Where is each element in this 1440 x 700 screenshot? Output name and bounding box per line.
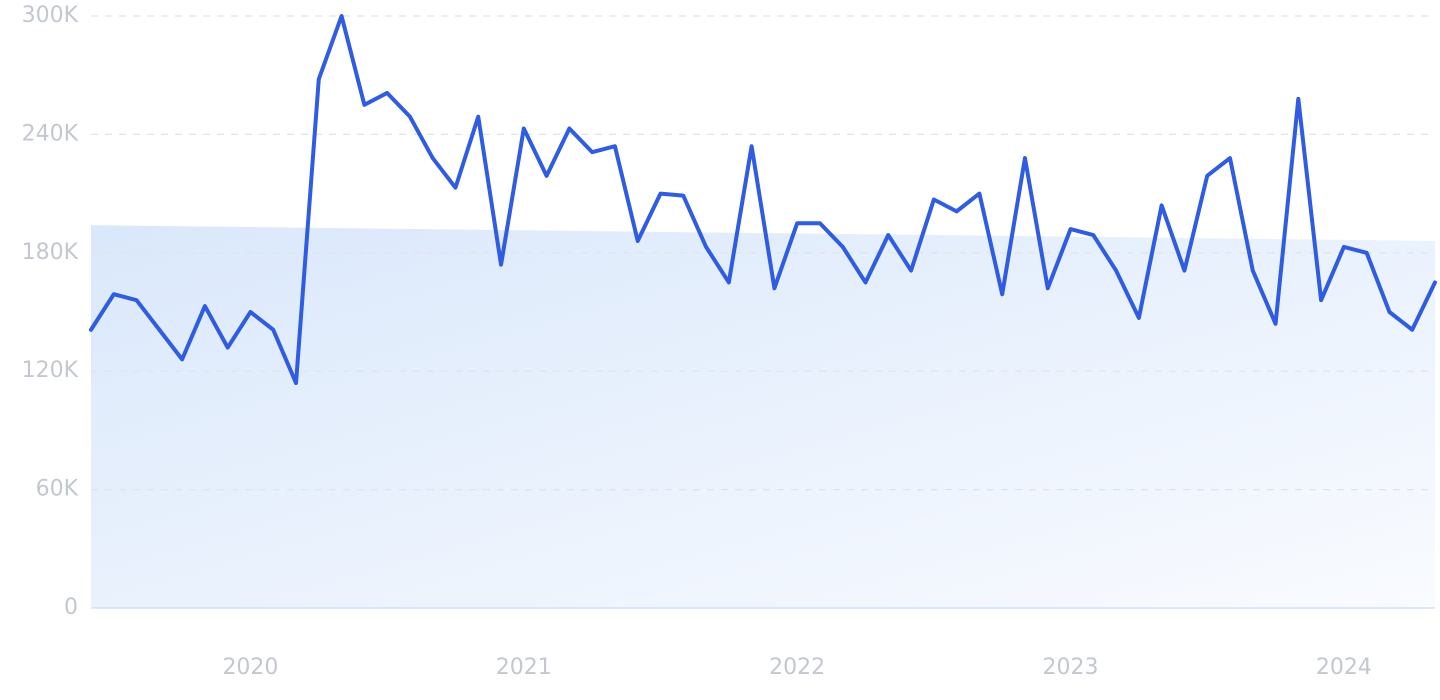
y-tick-label: 120K — [22, 358, 79, 383]
x-tick-label: 2021 — [496, 655, 552, 680]
y-tick-label: 300K — [22, 3, 79, 28]
x-tick-label: 2022 — [769, 655, 825, 680]
y-tick-label: 240K — [22, 121, 79, 146]
trend-area — [91, 225, 1435, 608]
y-tick-label: 60K — [36, 477, 79, 502]
y-tick-label: 0 — [64, 595, 78, 620]
x-tick-label: 2020 — [222, 655, 278, 680]
x-tick-label: 2023 — [1043, 655, 1099, 680]
y-tick-label: 180K — [22, 240, 79, 265]
x-tick-label: 2024 — [1316, 655, 1372, 680]
line — [89, 14, 1437, 386]
